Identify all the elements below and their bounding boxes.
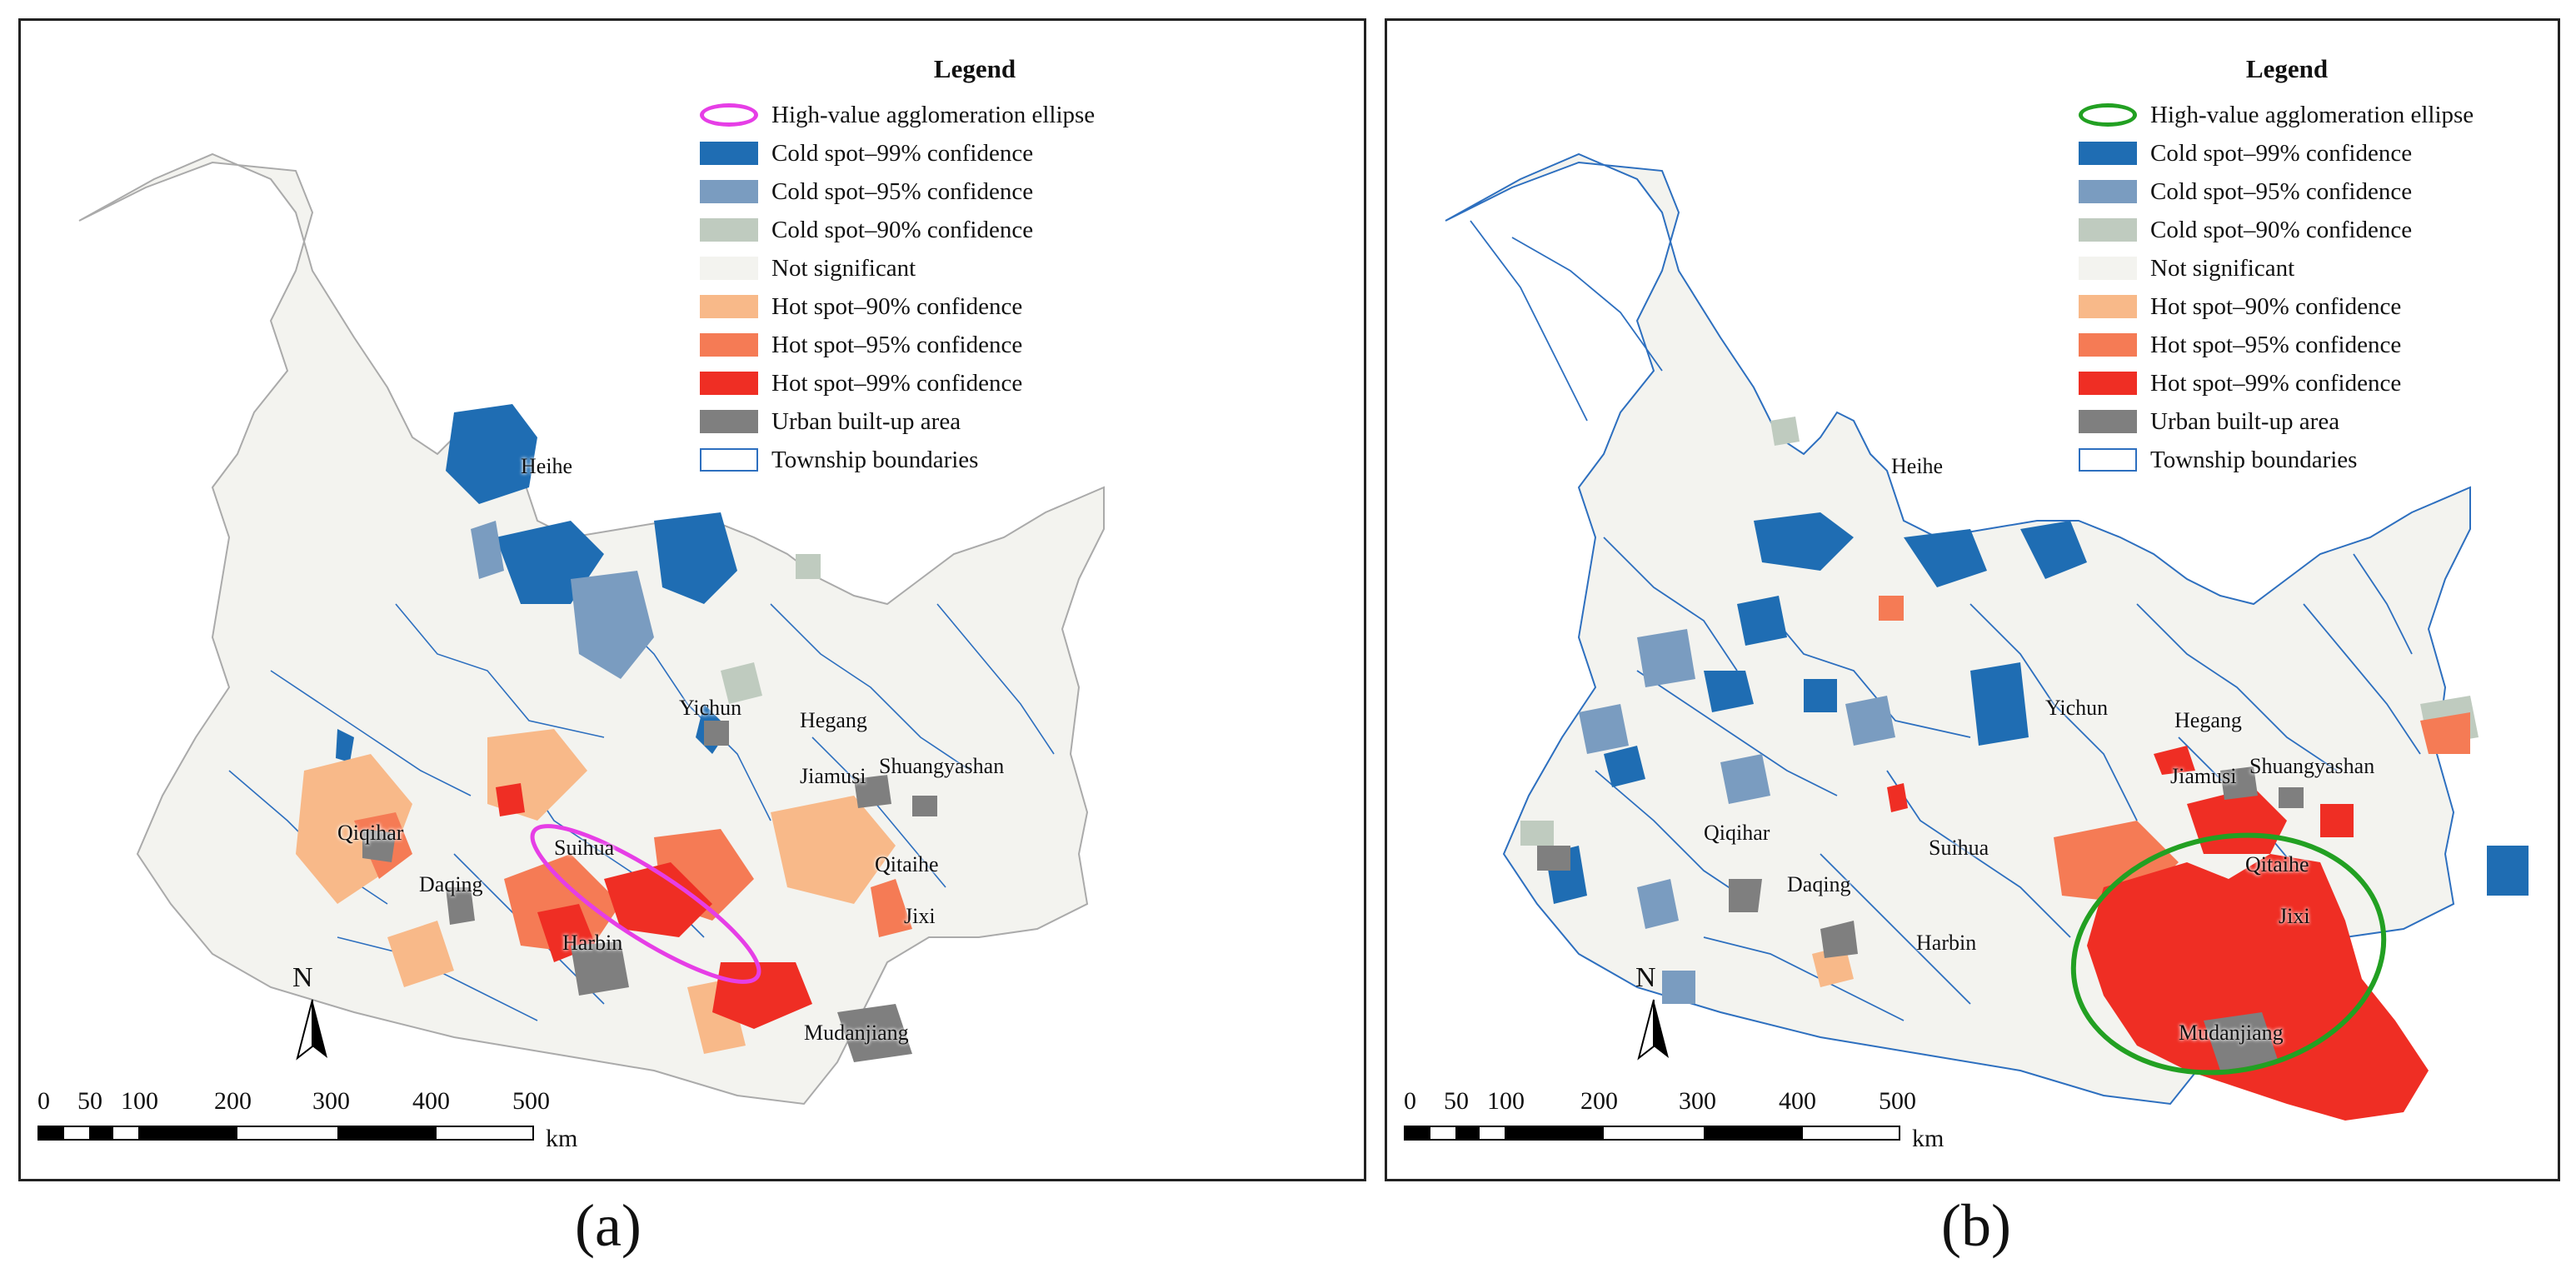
cold-spot-99-regions bbox=[1545, 512, 2529, 904]
city-label-heihe: Heihe bbox=[1891, 454, 1944, 478]
city-label-hegang: Hegang bbox=[800, 708, 867, 732]
map-canvas-b bbox=[1445, 152, 2529, 1121]
city-label-jixi: Jixi bbox=[2279, 904, 2310, 928]
high-value-agglomeration-ellipse bbox=[2070, 832, 2387, 1076]
legend-item-cold-95: Cold spot–95% confidence bbox=[2079, 172, 2545, 211]
legend-item-not-significant: Not significant bbox=[2079, 249, 2545, 287]
city-label-jiamusi: Jiamusi bbox=[800, 764, 866, 788]
city-label-harbin: Harbin bbox=[562, 931, 623, 955]
legend-item-urban: Urban built-up area bbox=[700, 402, 1300, 441]
cold-spot-90-regions bbox=[721, 554, 821, 704]
legend-item-urban: Urban built-up area bbox=[2079, 402, 2545, 441]
legend-item-ellipse: High-value agglomeration ellipse bbox=[700, 96, 1300, 134]
scale-tick-labels: 0 50 100 200 300 400 500 bbox=[1404, 1087, 1916, 1115]
scale-bar-b: 0 50 100 200 300 400 500 km bbox=[1404, 1087, 1987, 1152]
scale-unit: km bbox=[1912, 1125, 1944, 1152]
cold-spot-95-regions bbox=[1579, 629, 1895, 1004]
cold-90-swatch bbox=[700, 218, 758, 242]
legend-item-township: Township boundaries bbox=[2079, 441, 2545, 479]
hot-99-swatch bbox=[2079, 372, 2137, 395]
urban-built-up-areas bbox=[1537, 766, 2304, 1071]
urban-swatch bbox=[2079, 410, 2137, 433]
caption-b: (b) bbox=[1941, 1192, 2011, 1259]
legend-title: Legend bbox=[2245, 54, 2329, 83]
city-label-qitaihe: Qitaihe bbox=[2245, 852, 2309, 876]
city-label-shuangyashan: Shuangyashan bbox=[2249, 754, 2375, 778]
legend-item-hot-99: Hot spot–99% confidence bbox=[2079, 364, 2545, 402]
legend-item-hot-90: Hot spot–90% confidence bbox=[2079, 287, 2545, 326]
city-label-mudanjiang: Mudanjiang bbox=[804, 1021, 909, 1045]
scale-bar-track bbox=[37, 1126, 534, 1141]
ellipse-swatch bbox=[700, 103, 758, 127]
legend-b: Legend High-value agglomeration ellipse … bbox=[2079, 54, 2545, 479]
legend-item-hot-90: Hot spot–90% confidence bbox=[700, 287, 1300, 326]
map-panel-b: Heihe Yichun Hegang Jiamusi Shuangyashan… bbox=[1385, 18, 2560, 1181]
legend-item-hot-95: Hot spot–95% confidence bbox=[700, 326, 1300, 364]
city-label-jixi: Jixi bbox=[904, 904, 936, 928]
north-arrow-icon bbox=[1637, 999, 1669, 1061]
city-label-daqing: Daqing bbox=[419, 872, 483, 896]
hot-95-swatch bbox=[2079, 333, 2137, 357]
city-label-harbin: Harbin bbox=[1916, 931, 1977, 955]
legend-item-ellipse: High-value agglomeration ellipse bbox=[2079, 96, 2545, 134]
cold-95-swatch bbox=[2079, 180, 2137, 203]
scale-bar-a: 0 50 100 200 300 400 500 km bbox=[37, 1087, 621, 1152]
high-value-agglomeration-ellipse bbox=[530, 824, 761, 984]
legend-item-cold-90: Cold spot–90% confidence bbox=[2079, 211, 2545, 249]
cold-99-swatch bbox=[2079, 142, 2137, 165]
city-label-qiqihar: Qiqihar bbox=[337, 821, 404, 845]
city-label-mudanjiang: Mudanjiang bbox=[2179, 1021, 2284, 1045]
legend-item-cold-90: Cold spot–90% confidence bbox=[700, 211, 1300, 249]
scale-unit: km bbox=[546, 1125, 578, 1152]
city-label-heihe: Heihe bbox=[521, 454, 573, 478]
legend-title: Legend bbox=[933, 54, 1016, 83]
urban-swatch bbox=[700, 410, 758, 433]
legend-item-cold-95: Cold spot–95% confidence bbox=[700, 172, 1300, 211]
city-label-daqing: Daqing bbox=[1787, 872, 1851, 896]
province-outline bbox=[1445, 152, 2471, 1106]
hot-99-swatch bbox=[700, 372, 758, 395]
cold-99-swatch bbox=[700, 142, 758, 165]
legend-item-not-significant: Not significant bbox=[700, 249, 1300, 287]
hot-90-swatch bbox=[2079, 295, 2137, 318]
scale-bar-track bbox=[1404, 1126, 1900, 1141]
hot-95-swatch bbox=[700, 333, 758, 357]
not-significant-swatch bbox=[2079, 257, 2137, 280]
township-swatch bbox=[700, 448, 758, 472]
legend-item-cold-99: Cold spot–99% confidence bbox=[2079, 134, 2545, 172]
city-label-hegang: Hegang bbox=[2174, 708, 2242, 732]
north-arrow-icon bbox=[296, 999, 327, 1061]
cold-95-swatch bbox=[700, 180, 758, 203]
hot-spot-90-regions bbox=[1812, 946, 1854, 987]
legend-item-hot-99: Hot spot–99% confidence bbox=[700, 364, 1300, 402]
legend-item-township: Township boundaries bbox=[700, 441, 1300, 479]
map-canvas-a bbox=[78, 152, 1105, 1106]
urban-built-up-areas bbox=[362, 721, 937, 1062]
city-label-qitaihe: Qitaihe bbox=[875, 852, 939, 876]
ellipse-swatch bbox=[2079, 103, 2137, 127]
caption-a: (a) bbox=[575, 1192, 642, 1259]
city-label-yichun: Yichun bbox=[679, 696, 742, 720]
city-label-jiamusi: Jiamusi bbox=[2170, 764, 2237, 788]
map-panel-a: Heihe Yichun Hegang Jiamusi Shuangyashan… bbox=[18, 18, 1366, 1181]
hot-90-swatch bbox=[700, 295, 758, 318]
township-swatch bbox=[2079, 448, 2137, 472]
city-label-shuangyashan: Shuangyashan bbox=[879, 754, 1005, 778]
cold-spot-95-regions bbox=[471, 521, 654, 679]
city-label-suihua: Suihua bbox=[1929, 836, 1989, 860]
legend-item-hot-95: Hot spot–95% confidence bbox=[2079, 326, 2545, 364]
city-label-suihua: Suihua bbox=[554, 836, 615, 860]
city-label-yichun: Yichun bbox=[2045, 696, 2109, 720]
not-significant-swatch bbox=[700, 257, 758, 280]
scale-tick-labels: 0 50 100 200 300 400 500 bbox=[37, 1087, 550, 1115]
cold-90-swatch bbox=[2079, 218, 2137, 242]
city-label-qiqihar: Qiqihar bbox=[1704, 821, 1770, 845]
legend-item-cold-99: Cold spot–99% confidence bbox=[700, 134, 1300, 172]
legend-a: Legend High-value agglomeration ellipse … bbox=[700, 54, 1300, 479]
